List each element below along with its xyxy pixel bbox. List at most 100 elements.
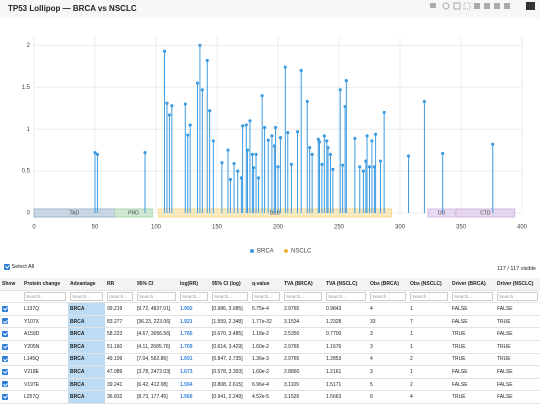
select-all-label[interactable]: Select All (11, 264, 35, 270)
search-input[interactable]: Search... (24, 291, 66, 301)
lollipop-head (262, 125, 267, 130)
lollipop-head (299, 68, 303, 73)
table-cell: 1 (408, 327, 450, 341)
row-checkbox[interactable] (2, 343, 8, 350)
lollipop-head (245, 148, 250, 152)
table-cell: [8.73, 177.45] (135, 390, 178, 404)
table-cell: BRCA (68, 327, 105, 341)
domain-box (455, 208, 516, 218)
table-cell: BRCA (68, 390, 105, 404)
lollipop-head (220, 161, 224, 165)
column-header[interactable]: q-value (250, 278, 282, 291)
show-cell (0, 327, 22, 341)
column-header[interactable]: 95% CI (135, 278, 178, 291)
column-header[interactable]: Show (0, 278, 22, 291)
row-checkbox[interactable] (2, 305, 8, 312)
search-input[interactable]: Search... (326, 291, 366, 301)
autoscale-icon[interactable] (494, 3, 500, 9)
search-input[interactable]: Search... (252, 291, 280, 301)
column-header[interactable]: RR (105, 278, 135, 291)
table-cell: 58.223 (105, 327, 135, 341)
lollipop-head (283, 65, 287, 69)
table-cell: [0.847, 2.735] (210, 353, 250, 367)
column-header[interactable]: TVA (NSCLC) (324, 278, 368, 291)
toolbar[interactable] (430, 2, 535, 10)
domain-label: DBD (270, 210, 281, 216)
search-input[interactable]: Search... (180, 291, 208, 301)
table-cell: 2.8860 (282, 365, 324, 379)
lollipop-head (95, 152, 100, 156)
x-tick-label: 150 (212, 225, 223, 231)
column-header[interactable]: Advantage (68, 278, 105, 291)
lollipop-head (205, 58, 209, 63)
row-checkbox[interactable] (2, 368, 8, 375)
lollipop-head (308, 146, 312, 150)
column-header[interactable]: TVA (BRCA) (282, 278, 324, 291)
table-cell: 4.52e-5 (250, 390, 282, 404)
search-cell: Search... (68, 290, 105, 304)
search-cell: Search... (135, 290, 178, 304)
select-all-checkbox[interactable] (4, 264, 10, 270)
table-cell: 1 (408, 340, 450, 354)
table-cell: 1.60e-2 (250, 340, 282, 354)
table-cell: V218E (22, 365, 68, 379)
search-cell: Search... (250, 290, 282, 304)
table-cell: [0.941, 2.249] (210, 390, 250, 404)
row-checkbox[interactable] (2, 331, 8, 337)
reset-icon[interactable] (504, 3, 510, 9)
search-input[interactable]: Search... (107, 291, 133, 301)
row-checkbox[interactable] (2, 318, 8, 325)
lollipop-head (378, 159, 383, 163)
show-cell (0, 365, 22, 379)
table-cell: [0.986, 3.685] (210, 302, 250, 316)
table-cell: 83.277 (105, 315, 135, 329)
row-checkbox[interactable] (2, 381, 8, 388)
lollipop-head (252, 166, 256, 170)
column-header[interactable]: log(RR) (178, 278, 210, 291)
x-tick-label: 200 (273, 225, 284, 231)
zoom-out-icon[interactable] (484, 3, 490, 9)
column-header[interactable]: Obs (BRCA) (368, 278, 408, 291)
y-tick-label: 0.5 (22, 169, 31, 175)
column-header[interactable]: Driver (NSCLC) (495, 278, 540, 291)
show-cell (0, 302, 22, 316)
search-input[interactable]: Search... (70, 291, 103, 301)
camera-icon[interactable] (430, 3, 436, 8)
lollipop-head (167, 113, 172, 117)
select-icon[interactable] (463, 2, 471, 10)
logo-icon[interactable] (526, 2, 535, 10)
lollipop-head (165, 101, 169, 105)
search-input[interactable]: Search... (410, 291, 448, 301)
table-cell: 3.1526 (282, 390, 324, 404)
table-cell: [3.78, 2472.03] (135, 365, 178, 379)
row-checkbox[interactable] (2, 356, 8, 363)
table-cell: 1 (408, 302, 450, 316)
search-input[interactable]: Search... (212, 291, 248, 301)
column-header[interactable]: Driver (BRCA) (450, 278, 495, 291)
column-header[interactable]: Protein change (22, 278, 68, 291)
search-cell: Search... (495, 290, 540, 304)
table-cell: 0.7700 (324, 327, 368, 341)
legend-marker (284, 249, 288, 253)
search-input[interactable]: Search... (452, 291, 493, 301)
zoom-in-icon[interactable] (474, 3, 480, 9)
lollipop-head (228, 177, 233, 182)
table-cell: L257Q (22, 390, 68, 404)
table-cell: 6.96e-4 (250, 378, 282, 392)
table-cell: V197E (22, 378, 68, 392)
search-cell: Search... (450, 290, 495, 304)
column-header[interactable]: Obs (NSCLC) (408, 278, 450, 291)
table-cell: L137Q (22, 302, 68, 316)
search-input[interactable]: Search... (497, 291, 538, 301)
search-input[interactable]: Search... (370, 291, 406, 301)
zoom-icon[interactable] (442, 2, 450, 10)
row-checkbox[interactable] (2, 393, 8, 400)
search-input[interactable]: Search... (284, 291, 322, 301)
chart-title: TP53 Lollipop — BRCA vs NSCLC (8, 4, 137, 13)
lollipop-head (236, 169, 240, 173)
search-input[interactable]: Search... (137, 291, 176, 301)
column-header[interactable]: 95% CI (log) (210, 278, 250, 291)
lollipop-head (254, 152, 258, 156)
table-cell: [36.23, 223.06] (135, 315, 178, 329)
pan-icon[interactable] (453, 2, 461, 10)
